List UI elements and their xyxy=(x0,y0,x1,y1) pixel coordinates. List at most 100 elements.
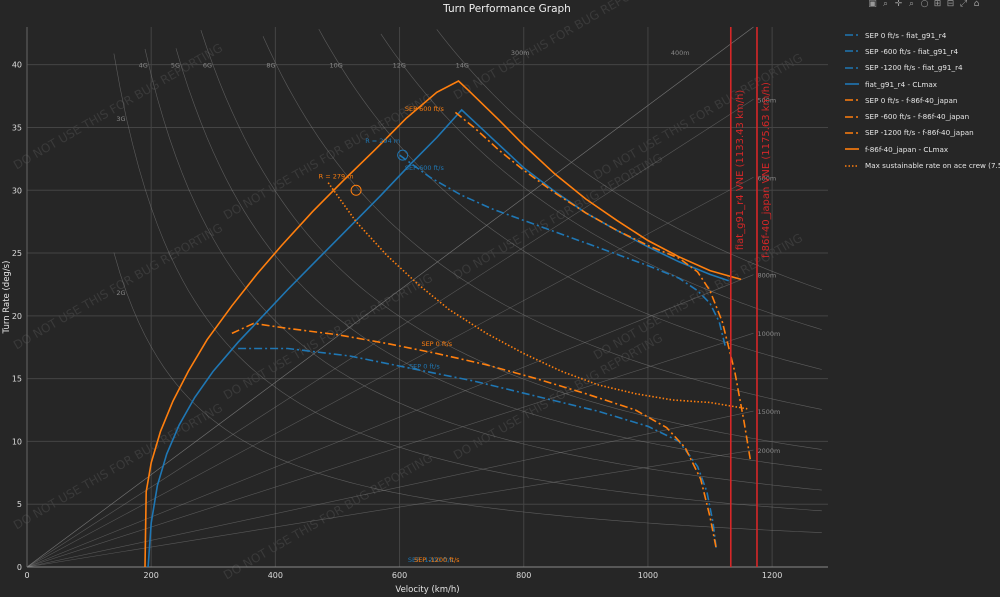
g-load-label: 5G xyxy=(171,62,180,70)
legend: SEP 0 ft/s - fiat_g91_r4 SEP -600 ft/s - … xyxy=(845,27,1000,174)
watermark-text: DO NOT USE THIS FOR BUG REPORTING xyxy=(221,271,435,403)
g-load-label: 3G xyxy=(116,115,125,123)
turn-radius-line xyxy=(26,332,754,568)
modebar: ▣ ⌕ ✛ ⌕ ○ ⊞ ⊟ ⤢ ⌂ xyxy=(868,0,981,12)
y-tick-label: 5 xyxy=(17,500,22,509)
g-load-label: 12G xyxy=(393,62,406,70)
turn-radius-label: 1000m xyxy=(757,330,780,338)
lasso-icon[interactable]: ○ xyxy=(920,0,929,9)
g-load-curve xyxy=(318,28,822,370)
legend-item[interactable]: SEP -600 ft/s - f-86f-40_japan xyxy=(845,108,1000,124)
g-load-curve xyxy=(175,48,822,470)
g-load-curve xyxy=(113,252,822,533)
y-tick-label: 30 xyxy=(12,186,22,195)
legend-item[interactable]: SEP 0 ft/s - f-86f-40_japan xyxy=(845,92,1000,108)
series-line-1 xyxy=(399,154,727,348)
watermark-text: DO NOT USE THIS FOR BUG REPORTING xyxy=(451,331,665,463)
g-load-curve xyxy=(262,36,822,410)
turn-radius-line xyxy=(26,410,754,568)
x-tick-label: 600 xyxy=(392,571,407,580)
legend-item[interactable]: SEP -1200 ft/s - fiat_g91_r4 xyxy=(845,60,1000,76)
g-load-curve xyxy=(144,48,822,491)
g-load-curve xyxy=(200,30,822,450)
y-tick-label: 25 xyxy=(12,249,22,258)
legend-item[interactable]: SEP 0 ft/s - fiat_g91_r4 xyxy=(845,27,1000,43)
zoom-plus-icon[interactable]: ⊞ xyxy=(933,0,942,9)
legend-item[interactable]: f-86f-40_japan - CLmax xyxy=(845,141,1000,157)
turn-radius-label: 2000m xyxy=(757,447,780,455)
corner-speed-marker xyxy=(350,184,362,196)
zoom-in-icon[interactable]: ⌕ xyxy=(882,0,889,9)
zoom-minus-icon[interactable]: ⊟ xyxy=(946,0,955,9)
turn-radius-label: 500m xyxy=(757,96,776,104)
legend-item[interactable]: SEP -1200 ft/s - f-86f-40_japan xyxy=(845,125,1000,141)
x-tick-label: 1000 xyxy=(638,571,658,580)
x-axis-title: Velocity (km/h) xyxy=(395,585,459,595)
series-line-4 xyxy=(231,322,717,549)
series-line-3 xyxy=(147,108,729,568)
chart-title: Turn Performance Graph xyxy=(442,3,571,15)
watermark-text: DO NOT USE THIS FOR BUG REPORTING xyxy=(451,0,665,102)
legend-item[interactable]: SEP -600 ft/s - fiat_g91_r4 xyxy=(845,43,1000,59)
watermark-text: DO NOT USE THIS FOR BUG REPORTING xyxy=(11,221,225,353)
legend-label: SEP -600 ft/s - fiat_g91_r4 xyxy=(865,46,959,56)
g-load-label: 8G xyxy=(266,62,275,70)
g-load-label: 14G xyxy=(456,62,469,70)
sep-annotation: SEP 0 ft/s xyxy=(409,363,440,371)
watermark-text: DO NOT USE THIS FOR BUG REPORTING xyxy=(221,451,435,583)
turn-radius-line xyxy=(26,274,754,568)
legend-swatch xyxy=(845,99,859,102)
turn-radius-label: 1500m xyxy=(757,408,780,416)
sep-annotation: SEP -1200 ft/s xyxy=(408,556,454,564)
x-tick-label: 800 xyxy=(516,571,531,580)
turn-radius-line xyxy=(26,176,754,568)
legend-item[interactable]: fiat_g91_r4 - CLmax xyxy=(845,76,1000,92)
g-load-label: 10G xyxy=(330,62,343,70)
legend-label: SEP -600 ft/s - f-86f-40_japan xyxy=(865,112,970,122)
x-tick-label: 0 xyxy=(24,571,29,580)
y-tick-label: 10 xyxy=(12,437,22,446)
marker-label: R = 294 m xyxy=(365,137,400,145)
turn-radius-label: 400m xyxy=(671,49,690,57)
camera-icon[interactable]: ▣ xyxy=(868,0,877,9)
turn-radius-label: 600m xyxy=(757,174,776,182)
vne-label: f-86f-40_japan VNE (1175.63 km/h) xyxy=(761,82,772,258)
corner-speed-marker xyxy=(397,149,409,161)
watermark-text: DO NOT USE THIS FOR BUG REPORTING xyxy=(591,51,805,183)
series-line-8 xyxy=(327,182,748,410)
reset-axes-icon[interactable]: ⌂ xyxy=(973,0,980,9)
g-load-label: 2G xyxy=(116,289,125,297)
legend-label: fiat_g91_r4 - CLmax xyxy=(865,79,938,89)
g-load-curve xyxy=(380,33,822,330)
sep-annotation: SEP 0 ft/s xyxy=(421,340,452,348)
legend-swatch xyxy=(845,132,859,134)
y-tick-label: 20 xyxy=(12,312,22,321)
legend-label: f-86f-40_japan - CLmax xyxy=(865,144,949,154)
legend-swatch xyxy=(845,66,859,69)
pan-icon[interactable]: ✛ xyxy=(894,0,903,9)
turn-radius-line xyxy=(26,99,754,568)
legend-swatch xyxy=(845,34,859,36)
sep-annotation: SEP 600 ft/s xyxy=(405,105,445,113)
watermark-text: DO NOT USE THIS FOR BUG REPORTING xyxy=(11,401,225,533)
legend-label: Max sustainable rate on ace crew (7.5G) xyxy=(865,161,1000,171)
legend-item[interactable]: Max sustainable rate on ace crew (7.5G) xyxy=(845,157,1000,173)
y-tick-label: 15 xyxy=(12,375,22,384)
legend-swatch xyxy=(845,164,859,167)
sep-annotation: SEP -1200 ft/s xyxy=(414,556,460,564)
x-tick-label: 1200 xyxy=(762,571,782,580)
series-line-7 xyxy=(144,80,742,568)
g-load-label: 6G xyxy=(203,62,212,70)
vne-label: fiat_g91_r4 VNE (1133.43 km/h) xyxy=(735,90,746,251)
series-line-5 xyxy=(454,111,752,461)
legend-swatch xyxy=(845,148,859,151)
legend-swatch xyxy=(845,83,859,85)
y-tick-label: 0 xyxy=(17,563,22,572)
sep-annotation: SEP 600 ft/s xyxy=(405,164,445,172)
autoscale-icon[interactable]: ⤢ xyxy=(959,0,968,9)
y-axis-title: Turn Rate (deg/s) xyxy=(2,261,12,335)
y-tick-label: 40 xyxy=(12,61,22,70)
zoom-box-icon[interactable]: ⌕ xyxy=(908,0,915,9)
